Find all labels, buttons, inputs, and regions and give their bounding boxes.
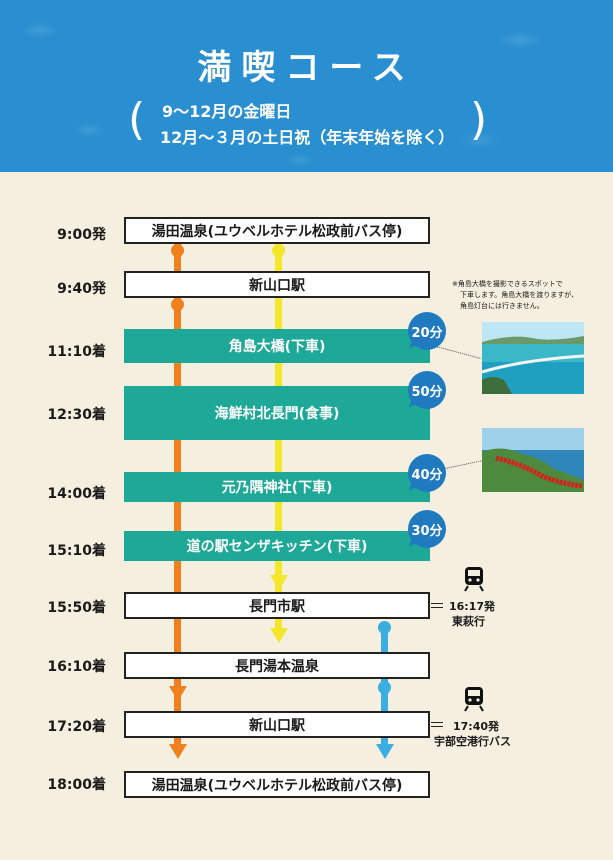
blue-route-dot (378, 681, 391, 694)
blue-arrow (376, 744, 394, 759)
time-3: 12:30着 (47, 407, 106, 423)
stop-box-5: 道の駅センザキッチン(下車) (124, 531, 430, 561)
time-9: 18:00着 (47, 777, 106, 793)
connection-mark-1 (431, 603, 443, 608)
stop-box-6: 長門市駅 (124, 592, 430, 619)
header-banner: 満喫コース ( 9～12月の金曜日 12月～３月の土日祝（年末年始を除く） ) (0, 0, 613, 172)
time-8: 17:20着 (47, 719, 106, 735)
orange-arrow-1 (169, 686, 187, 701)
connection-time-1: 16:17発 (449, 600, 496, 613)
time-1: 9:40発 (57, 281, 106, 297)
stop-box-7: 長門湯本温泉 (124, 652, 430, 679)
time-5: 15:10着 (47, 543, 106, 559)
duration-bubble-2: 40分 (408, 454, 446, 492)
note-line-3: 角島灯台には行きません。 (460, 302, 544, 310)
yellow-route-start-dot (272, 244, 285, 257)
blue-route-start-dot (378, 621, 391, 634)
time-4: 14:00着 (47, 486, 106, 502)
stop-box-9: 湯田温泉(ユウベルホテル松政前バス停) (124, 771, 430, 798)
yellow-arrow-2 (270, 628, 288, 643)
course-title: 満喫コース (197, 48, 416, 88)
schedule-line-2: 12月～３月の土日祝（年末年始を除く） (160, 128, 455, 147)
stop-box-8: 新山口駅 (124, 711, 430, 738)
time-2: 11:10着 (47, 344, 106, 360)
paren-close: ) (470, 94, 488, 145)
orange-route-dot (171, 298, 184, 311)
orange-route-start-dot (171, 244, 184, 257)
train-icon-2 (463, 686, 485, 716)
photo-leader-line-1 (435, 346, 481, 359)
connection-dest-2: 宇部空港行バス (434, 735, 511, 748)
connection-time-2: 17:40発 (453, 720, 500, 733)
stop-box-0: 湯田温泉(ユウベルホテル松政前バス停) (124, 217, 430, 244)
note-line-1: ※角島大橋を撮影できるスポットで (452, 280, 563, 288)
time-6: 15:50着 (47, 600, 106, 616)
train-icon-1 (463, 566, 485, 596)
note-line-2: 下車します。角島大橋を渡りますが、 (460, 291, 579, 299)
time-7: 16:10着 (47, 659, 106, 675)
duration-bubble-0: 20分 (408, 312, 446, 350)
bridge-photo (482, 322, 584, 394)
duration-bubble-1: 50分 (408, 371, 446, 409)
yellow-arrow-1 (270, 575, 288, 590)
connection-mark-2 (431, 722, 443, 727)
shrine-photo (482, 428, 584, 492)
time-0: 9:00発 (57, 227, 106, 243)
duration-bubble-3: 30分 (408, 510, 446, 548)
stop-box-4: 元乃隅神社(下車) (124, 472, 430, 502)
connection-dest-1: 東萩行 (452, 615, 485, 628)
tsunoshima-note: ※角島大橋を撮影できるスポットで 下車します。角島大橋を渡りますが、 角島灯台に… (452, 279, 602, 312)
stop-box-1: 新山口駅 (124, 271, 430, 298)
stop-box-2: 角島大橋(下車) (124, 329, 430, 363)
schedule-line-1: 9～12月の金曜日 (162, 102, 292, 121)
stop-box-3: 海鮮村北長門(食事) (124, 386, 430, 440)
paren-open: ( (128, 94, 146, 145)
orange-arrow-2 (169, 744, 187, 759)
